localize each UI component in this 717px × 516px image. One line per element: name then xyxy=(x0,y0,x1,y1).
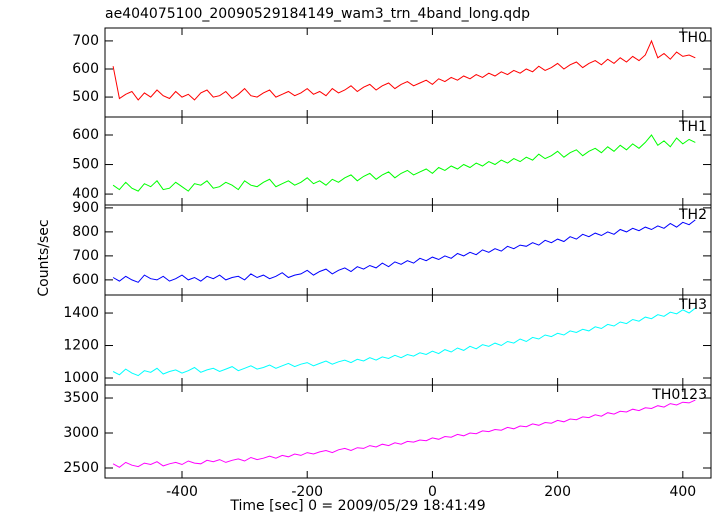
y-tick-label: 800 xyxy=(72,224,99,240)
y-tick-label: 3000 xyxy=(63,425,99,441)
x-tick-label: 0 xyxy=(428,484,437,500)
x-tick-label: -200 xyxy=(291,484,323,500)
y-tick-label: 400 xyxy=(72,186,99,202)
y-tick-label: 600 xyxy=(72,272,99,288)
panel-frame xyxy=(104,294,712,386)
y-tick-label: 1200 xyxy=(63,338,99,354)
data-line xyxy=(112,399,696,468)
data-line xyxy=(112,219,696,283)
panel-frame xyxy=(104,27,712,118)
series-label: TH2 xyxy=(678,207,707,223)
y-tick-label: 600 xyxy=(72,127,99,143)
y-tick-label: 500 xyxy=(72,89,99,105)
y-tick-label: 2500 xyxy=(63,460,99,476)
series-label: TH0123 xyxy=(651,387,707,403)
y-tick-label: 500 xyxy=(72,157,99,173)
y-tick-label: 3500 xyxy=(63,390,99,406)
data-line xyxy=(112,134,696,192)
panel-frame xyxy=(104,384,712,479)
chart-title: ae404075100_20090529184149_wam3_trn_4ban… xyxy=(105,6,530,22)
panel-frame xyxy=(104,204,712,296)
panel-frame xyxy=(104,116,712,206)
y-tick-label: 1400 xyxy=(63,305,99,321)
y-axis-label: Counts/sec xyxy=(36,219,52,296)
y-tick-label: 900 xyxy=(72,200,99,216)
y-tick-label: 700 xyxy=(72,248,99,264)
y-tick-label: 700 xyxy=(72,33,99,49)
series-label: TH1 xyxy=(678,119,707,135)
y-tick-label: 600 xyxy=(72,61,99,77)
y-tick-label: 1000 xyxy=(63,370,99,386)
series-label: TH0 xyxy=(678,30,707,46)
data-line xyxy=(112,307,696,377)
data-line xyxy=(112,39,696,101)
x-tick-label: 400 xyxy=(669,484,696,500)
x-axis-label: Time [sec] 0 = 2009/05/29 18:41:49 xyxy=(229,498,485,514)
series-label: TH3 xyxy=(678,297,707,313)
x-tick-label: 200 xyxy=(544,484,571,500)
x-tick-label: -400 xyxy=(166,484,198,500)
